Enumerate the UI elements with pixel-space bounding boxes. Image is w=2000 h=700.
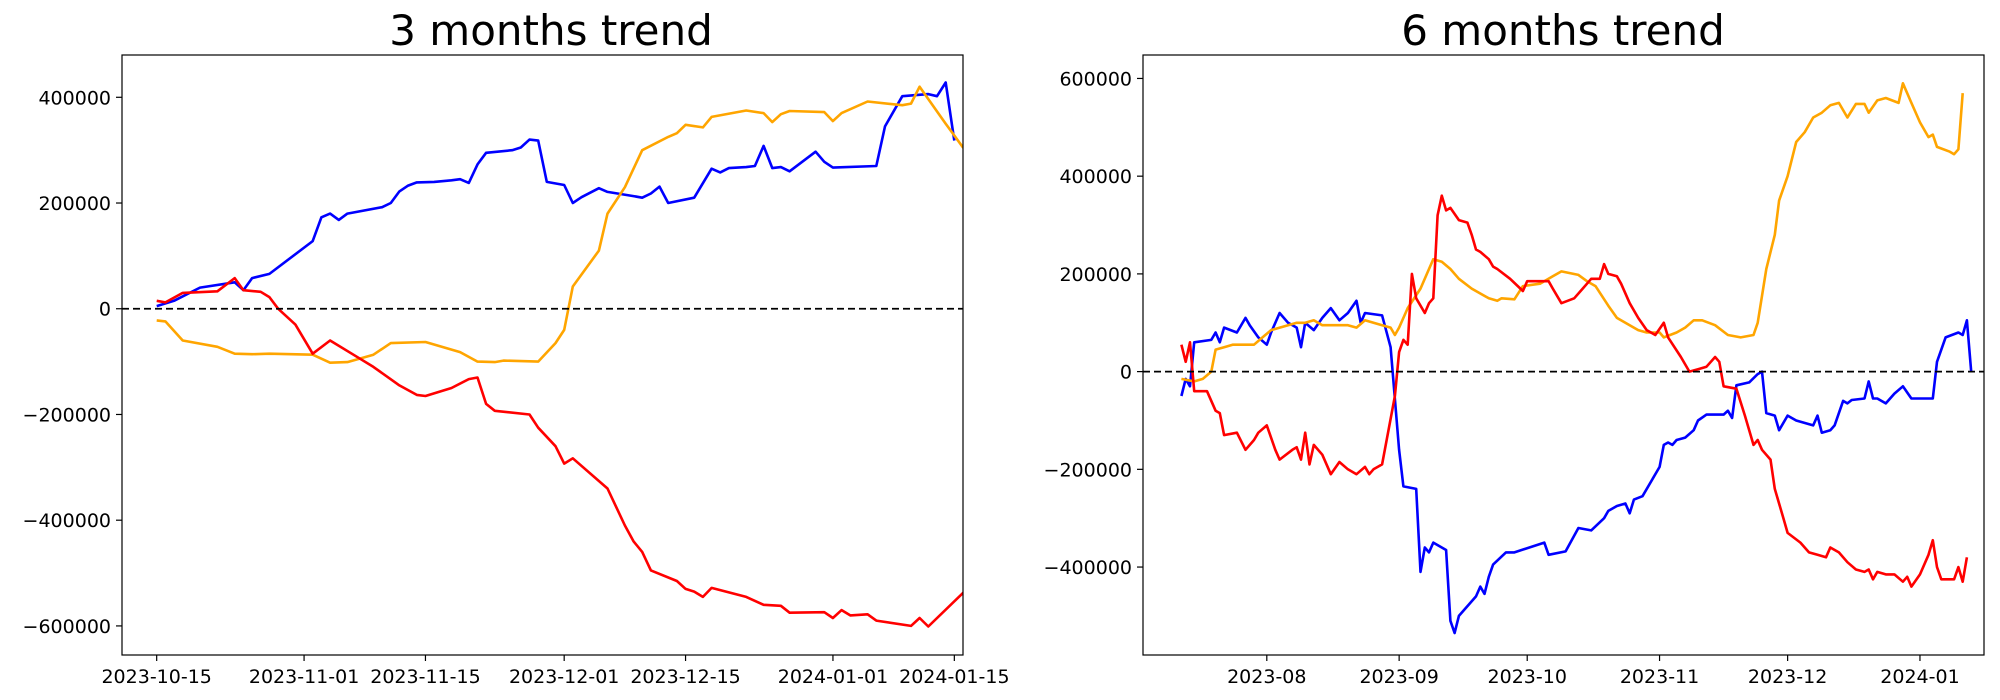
series-line-1 bbox=[1180, 299, 1973, 635]
axes-frame bbox=[1142, 54, 1985, 656]
y-tick-label: 0 bbox=[1120, 362, 1132, 384]
series-line-1 bbox=[156, 81, 956, 308]
x-tick-label: 2024-01 bbox=[1880, 666, 1959, 688]
x-tick-label: 2023-12-15 bbox=[630, 666, 740, 688]
y-tick-label: 400000 bbox=[38, 87, 111, 109]
x-tick-label: 2023-12-01 bbox=[509, 666, 619, 688]
y-tick-label: 200000 bbox=[38, 193, 111, 215]
series-line-2 bbox=[1181, 82, 1964, 383]
chart-title: 3 months trend bbox=[389, 6, 713, 55]
y-tick-label: −400000 bbox=[23, 510, 111, 532]
x-tick-label: 2023-10 bbox=[1488, 666, 1567, 688]
axes-frame bbox=[121, 54, 964, 656]
x-tick-label: 2024-01-01 bbox=[778, 666, 888, 688]
x-tick-label: 2023-11-01 bbox=[249, 666, 359, 688]
x-tick-label: 2023-10-15 bbox=[101, 666, 211, 688]
plot-area bbox=[156, 81, 963, 628]
x-tick-label: 2023-11-15 bbox=[370, 666, 480, 688]
y-tick-label: 200000 bbox=[1059, 264, 1132, 286]
series-line-3 bbox=[156, 276, 963, 628]
plot-area bbox=[1180, 82, 1973, 635]
y-tick-label: 0 bbox=[99, 299, 111, 321]
y-tick-label: 600000 bbox=[1059, 68, 1132, 90]
series-line-2 bbox=[156, 85, 963, 364]
series-line-3 bbox=[1180, 194, 1969, 588]
y-tick-label: −200000 bbox=[1044, 459, 1132, 481]
x-tick-label: 2024-01-15 bbox=[899, 666, 1009, 688]
y-tick-label: 400000 bbox=[1059, 166, 1132, 188]
x-tick-label: 2023-12 bbox=[1748, 666, 1827, 688]
chart-3-months-trend: 3 months trend 400000 200000 0 −200000 −4000… bbox=[23, 6, 1010, 688]
x-tick-label: 2023-09 bbox=[1359, 666, 1438, 688]
chart-title: 6 months trend bbox=[1401, 6, 1725, 55]
chart-6-months-trend: 6 months trend 600000 400000 200000 0 −20000… bbox=[1044, 6, 1985, 688]
x-tick-label: 2023-11 bbox=[1620, 666, 1699, 688]
y-tick-label: −600000 bbox=[23, 616, 111, 638]
x-tick-label: 2023-08 bbox=[1227, 666, 1306, 688]
y-tick-label: −200000 bbox=[23, 404, 111, 426]
y-tick-label: −400000 bbox=[1044, 557, 1132, 579]
